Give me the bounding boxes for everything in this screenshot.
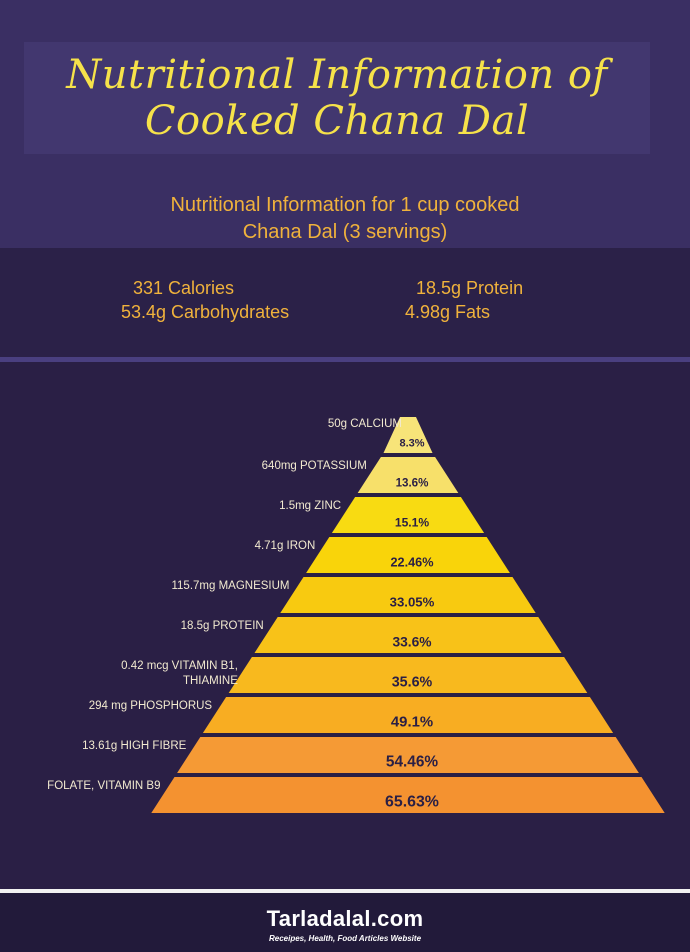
- tier-label: 4.71g IRON: [255, 540, 316, 552]
- nutrient-pyramid: 8.3% 50g CALCIUM 13.6% 640mg POTASSIUM 15.1%…: [0, 362, 690, 892]
- pyramid-tier: [306, 537, 510, 573]
- pyramid-tier: [228, 657, 588, 693]
- tier-label: 294 mg PHOSPHORUS: [89, 700, 213, 712]
- page-title-line-1: Nutritional Information of: [66, 52, 608, 98]
- carbohydrates-stat: 53.4g Carbohydrates: [121, 302, 290, 322]
- footer: Tarladalal.com Receipes, Health, Food Ar…: [0, 893, 690, 952]
- pyramid-tier: [254, 617, 562, 653]
- tier-label: 640mg POTASSIUM: [262, 460, 367, 472]
- serving-subtitle: Nutritional Information for 1 cup cooked…: [0, 192, 690, 246]
- tier-label: 1.5mg ZINC: [279, 500, 341, 512]
- brand-tagline: Receipes, Health, Food Articles Website: [268, 934, 422, 943]
- tier-label: 13.61g HIGH FIBRE: [82, 740, 187, 752]
- pyramid-tier: [357, 457, 459, 493]
- section-divider: [0, 357, 690, 362]
- pyramid-tier: [331, 497, 485, 533]
- tier-label: 50g CALCIUM: [328, 418, 402, 430]
- tier-percent: 33.6%: [392, 635, 431, 650]
- tier-percent: 22.46%: [390, 556, 433, 570]
- pyramid-tier: [151, 777, 665, 813]
- pyramid-svg: 8.3% 50g CALCIUM 13.6% 640mg POTASSIUM 15.1%…: [47, 417, 665, 813]
- page-title-line-2: Cooked Chana Dal: [144, 98, 530, 144]
- tier-percent: 15.1%: [395, 516, 430, 530]
- tier-percent: 49.1%: [391, 715, 433, 731]
- tier-percent: 33.05%: [390, 595, 435, 610]
- summary-stats: 331 Calories 18.5g Protein 53.4g Carbohy…: [0, 248, 690, 360]
- tier-percent: 13.6%: [396, 477, 429, 490]
- tier-label: 0.42 mcg VITAMIN B1,: [121, 660, 238, 672]
- fats-stat: 4.98g Fats: [405, 302, 491, 322]
- title-box: Nutritional Information of Cooked Chana …: [24, 42, 650, 154]
- tier-percent: 8.3%: [399, 438, 424, 450]
- subtitle-line-1: Nutritional Information for 1 cup cooked: [170, 194, 520, 216]
- pyramid-tier: [202, 697, 614, 733]
- tier-label: THIAMINE: [183, 675, 238, 687]
- subtitle-line-2: Chana Dal (3 servings): [242, 221, 448, 243]
- header-band: Nutritional Information of Cooked Chana …: [0, 0, 690, 248]
- tier-percent: 65.63%: [385, 794, 439, 811]
- protein-stat: 18.5g Protein: [416, 278, 524, 298]
- tier-label: 18.5g PROTEIN: [181, 620, 264, 632]
- calories-stat: 331 Calories: [133, 278, 235, 298]
- tier-percent: 35.6%: [392, 675, 433, 691]
- tier-percent: 54.46%: [386, 754, 439, 771]
- footer-rule: [0, 889, 690, 893]
- tier-label: FOLATE, VITAMIN B9: [47, 780, 160, 792]
- pyramid-tier: [177, 737, 639, 773]
- pyramid-tier: [280, 577, 536, 613]
- tier-label: 115.7mg MAGNESIUM: [171, 580, 289, 592]
- pyramid-tier: [383, 417, 433, 453]
- brand-logo-text[interactable]: Tarladalal.com: [266, 906, 424, 931]
